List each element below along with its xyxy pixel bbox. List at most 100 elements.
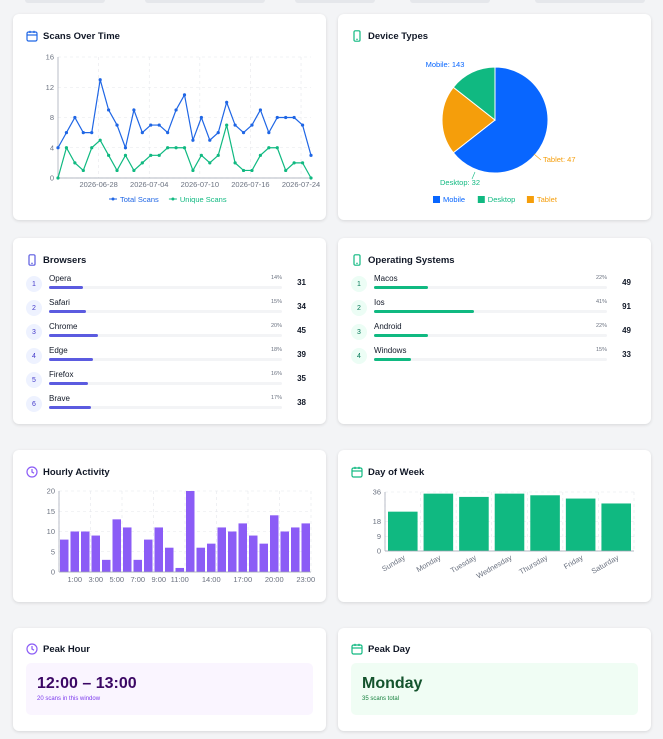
data-point xyxy=(140,161,144,165)
rank-badge: 2 xyxy=(351,300,367,316)
data-point xyxy=(225,100,229,104)
data-point xyxy=(300,161,305,165)
day-bar xyxy=(423,493,454,551)
progress-track xyxy=(374,286,607,289)
data-point xyxy=(73,161,77,165)
rank-badge: 3 xyxy=(351,324,367,340)
hour-bar xyxy=(259,543,268,572)
card-title: Peak Hour xyxy=(43,643,90,655)
x-tick-label: Monday xyxy=(415,553,443,574)
card-title: Scans Over Time xyxy=(43,30,120,42)
progress-track xyxy=(49,382,282,385)
day-bar xyxy=(601,503,631,551)
hour-bar xyxy=(123,527,132,572)
data-point xyxy=(157,153,161,157)
x-tick-label: Thursday xyxy=(517,553,549,577)
progress-fill xyxy=(374,286,428,289)
y-tick-label: 0 xyxy=(377,547,381,556)
card-header: Day of Week xyxy=(351,466,424,478)
data-point xyxy=(258,108,262,112)
card-title: Peak Day xyxy=(368,643,411,655)
hour-bar xyxy=(102,559,111,572)
hour-bar xyxy=(60,539,69,572)
peak-day-subtitle: 35 scans total xyxy=(362,696,400,702)
day-bar xyxy=(530,495,560,551)
card-title: Hourly Activity xyxy=(43,466,110,478)
x-tick-label: 2026-07-04 xyxy=(130,180,168,189)
item-name: Firefox xyxy=(49,370,74,379)
item-percent: 22% xyxy=(595,323,607,329)
y-tick-label: 36 xyxy=(373,488,381,497)
data-point xyxy=(107,108,111,112)
hour-bar xyxy=(196,547,205,572)
legend-swatch-dot xyxy=(111,197,115,201)
data-point xyxy=(267,146,271,150)
card-header: Operating Systems xyxy=(351,254,455,266)
card-title: Browsers xyxy=(43,254,87,266)
data-point xyxy=(250,168,254,173)
data-point xyxy=(199,153,203,157)
scans-over-time-card: Scans Over Time 0 4 8 12 16 2026-06-28 2026-07… xyxy=(13,14,326,220)
data-point xyxy=(149,123,153,127)
list-item: 5 Firefox 16% 35 xyxy=(26,370,316,392)
item-name: Brave xyxy=(49,394,70,403)
item-count: 49 xyxy=(622,326,631,335)
item-percent: 14% xyxy=(270,275,282,281)
list-item: 1 Macos 22% 49 xyxy=(351,274,641,296)
list-item: 2 Safari 15% 34 xyxy=(26,298,316,320)
item-count: 31 xyxy=(297,278,306,287)
hour-bar xyxy=(238,523,247,572)
item-name: Android xyxy=(374,322,402,331)
slice-label-leader xyxy=(471,171,476,180)
progress-track xyxy=(49,310,282,313)
hour-bar xyxy=(280,531,289,572)
pie-slice xyxy=(452,66,549,174)
phone-icon xyxy=(28,254,36,266)
y-tick-label: 0 xyxy=(51,568,55,577)
y-tick-label: 20 xyxy=(47,487,55,496)
progress-fill xyxy=(374,334,428,337)
item-name: Safari xyxy=(49,298,70,307)
card-header: Peak Hour xyxy=(26,643,90,655)
data-point xyxy=(174,108,178,112)
phone-icon xyxy=(353,254,361,266)
hour-bar xyxy=(175,567,184,572)
x-tick-label: 14:00 xyxy=(202,575,221,584)
legend-label: Mobile xyxy=(443,195,465,204)
day-bar xyxy=(565,498,596,551)
y-tick-label: 16 xyxy=(46,53,54,62)
legend-swatch xyxy=(433,196,440,203)
data-point xyxy=(275,146,279,150)
hour-bar xyxy=(154,527,163,572)
item-count: 33 xyxy=(622,350,631,359)
legend-swatch-dot xyxy=(171,197,175,201)
x-tick-label: 3:00 xyxy=(88,575,103,584)
x-tick-label: 17:00 xyxy=(233,575,252,584)
hour-bar xyxy=(207,543,216,572)
calendar-icon xyxy=(26,30,38,42)
hour-bar xyxy=(165,547,174,572)
data-point xyxy=(233,161,237,165)
item-name: Macos xyxy=(374,274,398,283)
item-name: Chrome xyxy=(49,322,78,331)
peak-hour-subtitle: 20 scans in this window xyxy=(37,696,101,702)
item-count: 91 xyxy=(622,302,631,311)
data-point xyxy=(284,115,288,120)
clock-icon xyxy=(26,643,38,655)
legend-swatch xyxy=(526,196,534,203)
x-tick-label: Saturday xyxy=(590,553,621,576)
progress-track xyxy=(374,334,607,337)
y-tick-label: 10 xyxy=(47,527,55,536)
data-point xyxy=(199,115,203,120)
legend-label: Total Scans xyxy=(120,195,159,204)
hourly-activity-card: Hourly Activity 0 5 10 15 20 1:00 3:00 5:00 7:00… xyxy=(13,450,326,602)
data-point xyxy=(182,146,187,150)
hour-bar xyxy=(112,519,121,572)
data-point xyxy=(191,168,195,173)
hour-bar xyxy=(70,531,79,572)
item-percent: 16% xyxy=(270,371,282,377)
y-tick-label: 15 xyxy=(47,507,55,516)
item-count: 45 xyxy=(297,326,306,335)
data-point xyxy=(216,153,220,157)
x-tick-label: 9:00 xyxy=(151,575,166,584)
